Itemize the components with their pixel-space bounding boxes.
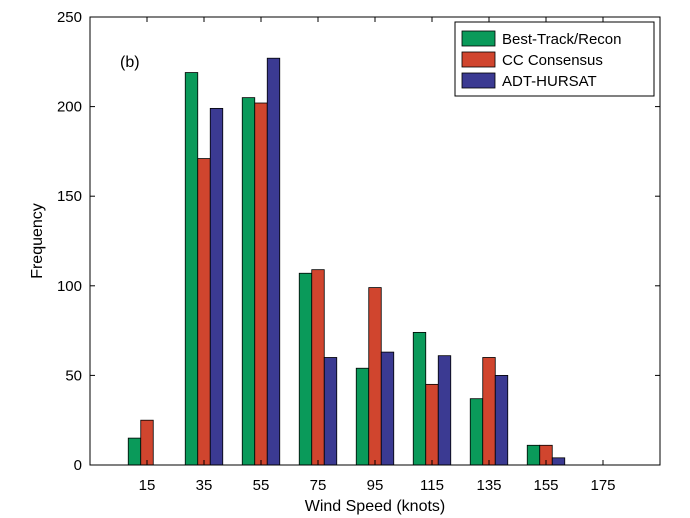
legend-swatch-cc-consensus [461, 51, 496, 68]
bar-cc-consensus-95 [368, 287, 382, 466]
x-tick-label-75: 75 [310, 477, 327, 494]
bar-best-track-recon-135 [469, 398, 484, 466]
x-tick-label-95: 95 [367, 477, 384, 494]
bar-best-track-recon-15 [127, 437, 142, 466]
x-tick-label-35: 35 [196, 477, 213, 494]
legend-label-adt-hursat: ADT-HURSAT [502, 73, 597, 90]
bar-cc-consensus-135 [482, 357, 496, 466]
x-tick-label-15: 15 [139, 477, 156, 494]
y-tick-label-250: 250 [57, 9, 82, 26]
tick-labels-group: 0 50 100 150 200 250 15 35 55 75 95 115 135 155 175 [57, 9, 616, 494]
panel-label: (b) [120, 54, 140, 71]
bar-best-track-recon-95 [355, 367, 370, 466]
x-tick-label-175: 175 [590, 477, 615, 494]
y-axis-label: Frequency [29, 203, 46, 279]
bar-adt-hursat-55 [266, 57, 281, 466]
bars-group [127, 57, 566, 466]
y-tick-label-0: 0 [74, 457, 82, 474]
bar-adt-hursat-155 [551, 457, 566, 466]
legend-swatch-adt-hursat [461, 72, 496, 89]
bar-adt-hursat-75 [323, 357, 338, 466]
y-tick-label-100: 100 [57, 278, 82, 295]
bar-adt-hursat-115 [437, 355, 452, 466]
x-tick-label-55: 55 [253, 477, 270, 494]
legend-label-best-track-recon: Best-Track/Recon [502, 31, 621, 48]
y-tick-label-150: 150 [57, 188, 82, 205]
legend-swatch-best-track-recon [461, 30, 496, 47]
y-tick-label-50: 50 [65, 367, 82, 384]
x-tick-label-155: 155 [533, 477, 558, 494]
bar-adt-hursat-35 [209, 107, 224, 466]
bar-best-track-recon-35 [184, 72, 199, 466]
bar-cc-consensus-15 [140, 419, 154, 466]
x-tick-label-135: 135 [476, 477, 501, 494]
bar-best-track-recon-75 [298, 272, 313, 466]
bar-best-track-recon-55 [241, 97, 256, 466]
legend-label-cc-consensus: CC Consensus [502, 52, 603, 69]
bar-adt-hursat-95 [380, 351, 395, 466]
legend: Best-Track/Recon CC Consensus ADT-HURSAT [454, 21, 655, 97]
bar-adt-hursat-135 [494, 374, 509, 466]
bar-best-track-recon-155 [526, 444, 541, 466]
legend-items: Best-Track/Recon CC Consensus ADT-HURSAT [461, 30, 621, 90]
bar-cc-consensus-75 [311, 269, 325, 466]
bar-best-track-recon-115 [412, 331, 427, 466]
ticks-group [90, 16, 660, 466]
x-axis-label: Wind Speed (knots) [305, 498, 446, 515]
y-tick-label-200: 200 [57, 99, 82, 116]
bar-cc-consensus-55 [254, 102, 268, 466]
x-tick-label-115: 115 [420, 477, 444, 494]
bar-cc-consensus-35 [197, 158, 211, 466]
bar-cc-consensus-115 [425, 383, 439, 466]
